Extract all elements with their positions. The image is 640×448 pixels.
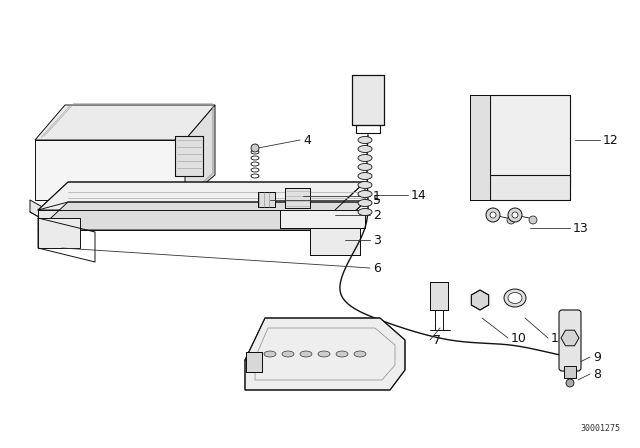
Circle shape [486,208,500,222]
Text: 11: 11 [551,332,567,345]
Ellipse shape [318,351,330,357]
Ellipse shape [251,156,259,160]
FancyBboxPatch shape [559,310,581,371]
Polygon shape [285,188,310,208]
Circle shape [325,227,335,237]
Polygon shape [490,175,570,200]
Text: 7: 7 [433,333,441,346]
Text: 4: 4 [303,134,311,146]
FancyBboxPatch shape [500,108,518,162]
Text: 9: 9 [593,350,601,363]
Ellipse shape [354,351,366,357]
Polygon shape [430,282,448,310]
Text: 5: 5 [373,194,381,207]
Circle shape [529,216,537,224]
Ellipse shape [358,208,372,215]
Polygon shape [35,105,215,140]
Text: 6: 6 [373,262,381,275]
Polygon shape [38,210,335,230]
Bar [371,99,379,107]
Ellipse shape [358,164,372,171]
Circle shape [566,379,574,387]
Bar [371,85,379,93]
Text: 2: 2 [373,208,381,221]
FancyBboxPatch shape [522,108,540,162]
Text: 10: 10 [511,332,527,345]
Ellipse shape [251,162,259,166]
Circle shape [476,296,484,304]
Polygon shape [561,330,579,346]
Circle shape [343,227,353,237]
Circle shape [490,212,496,218]
Ellipse shape [358,190,372,198]
Text: 14: 14 [411,189,427,202]
Polygon shape [38,202,365,230]
Circle shape [507,216,515,224]
Polygon shape [470,95,490,200]
Text: 13: 13 [573,221,589,234]
Polygon shape [490,95,570,185]
Polygon shape [258,192,275,207]
Bar [359,99,367,107]
Text: 8: 8 [593,367,601,380]
Polygon shape [35,140,185,200]
Ellipse shape [264,351,276,357]
Text: 30001275: 30001275 [580,423,620,432]
Ellipse shape [358,146,372,152]
Polygon shape [352,75,384,125]
Polygon shape [246,352,262,372]
Polygon shape [38,218,80,248]
Circle shape [56,229,64,237]
Circle shape [248,364,256,372]
Polygon shape [310,210,360,255]
Bar [359,85,367,93]
Circle shape [508,208,522,222]
Ellipse shape [358,181,372,189]
Text: 3: 3 [373,233,381,246]
Ellipse shape [282,351,294,357]
Polygon shape [38,182,365,210]
Polygon shape [564,366,576,378]
Ellipse shape [358,199,372,207]
Ellipse shape [251,174,259,178]
Ellipse shape [251,150,259,154]
Ellipse shape [358,172,372,180]
Polygon shape [245,318,405,390]
Ellipse shape [251,168,259,172]
Ellipse shape [336,351,348,357]
Ellipse shape [358,155,372,161]
Text: 1: 1 [373,190,381,202]
Polygon shape [30,200,62,230]
Circle shape [251,144,259,152]
Ellipse shape [358,137,372,143]
Ellipse shape [300,351,312,357]
Ellipse shape [508,293,522,303]
Polygon shape [280,210,365,228]
Polygon shape [175,136,203,176]
Ellipse shape [504,289,526,307]
FancyBboxPatch shape [544,108,562,162]
Circle shape [248,354,256,362]
Text: 12: 12 [603,134,619,146]
Polygon shape [185,105,215,200]
Circle shape [512,212,518,218]
Polygon shape [471,290,489,310]
